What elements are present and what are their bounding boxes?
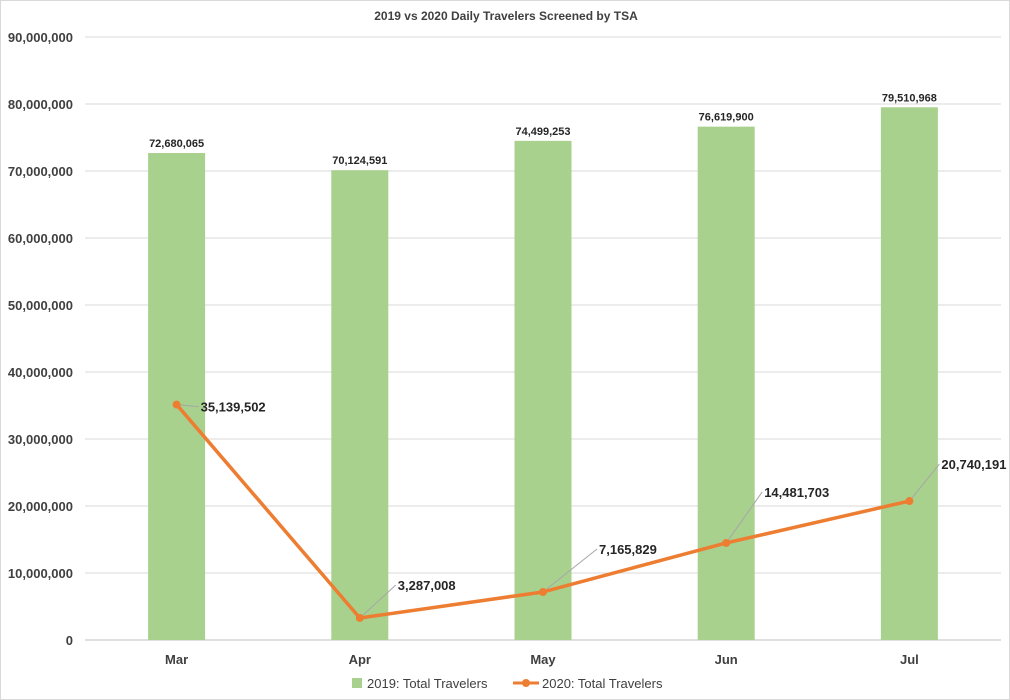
y-tick-label: 70,000,000	[8, 164, 73, 179]
line-point-2020	[905, 497, 914, 506]
line-data-label: 3,287,008	[398, 578, 456, 593]
y-tick-label: 30,000,000	[8, 432, 73, 447]
bar-2019	[514, 140, 572, 640]
leader-line	[909, 463, 940, 502]
bar-2019	[148, 153, 206, 640]
y-tick-label: 0	[66, 633, 73, 648]
x-tick-label: Apr	[349, 652, 371, 667]
bar-data-label: 76,619,900	[699, 112, 754, 124]
y-tick-label: 60,000,000	[8, 231, 73, 246]
bar-data-label: 79,510,968	[882, 92, 937, 104]
y-tick-label: 90,000,000	[8, 30, 73, 45]
bar-data-label: 72,680,065	[149, 138, 204, 150]
y-tick-label: 20,000,000	[8, 499, 73, 514]
leader-line	[359, 584, 397, 619]
line-point-2020	[172, 400, 181, 409]
x-tick-label: Jul	[900, 652, 919, 667]
x-tick-label: May	[530, 652, 556, 667]
legend-marker-2020	[522, 679, 530, 687]
y-tick-label: 50,000,000	[8, 298, 73, 313]
line-point-2020	[355, 613, 364, 622]
line-series-2020	[172, 400, 914, 622]
bar-series-2019	[148, 107, 938, 641]
line-point-2020	[722, 538, 731, 547]
legend: 2019: Total Travelers 2020: Total Travele…	[352, 676, 663, 691]
line-label-leaders	[176, 404, 940, 619]
line-data-labels: 35,139,502 3,287,008 7,165,829 14,481,703 20…	[201, 400, 1007, 593]
bar-data-label: 74,499,253	[515, 126, 570, 138]
x-axis-tick-labels: Mar Apr May Jun Jul	[165, 652, 919, 667]
y-tick-label: 40,000,000	[8, 365, 73, 380]
line-point-2020	[539, 587, 547, 596]
line-data-label: 14,481,703	[764, 485, 829, 500]
line-data-label: 20,740,191	[941, 457, 1006, 472]
leader-line	[725, 491, 763, 544]
legend-label-2019: 2019: Total Travelers	[367, 676, 488, 691]
legend-swatch-2019	[352, 678, 362, 688]
y-tick-label: 80,000,000	[8, 97, 73, 112]
bar-2019	[331, 170, 389, 641]
bar-2019	[697, 126, 755, 640]
y-axis-tick-labels: 0 10,000,000 20,000,000 30,000,000 40,000,00…	[8, 30, 73, 648]
leader-line	[542, 548, 598, 593]
y-tick-label: 10,000,000	[8, 566, 73, 581]
bar-data-label: 70,124,591	[332, 155, 387, 167]
x-tick-label: Jun	[715, 652, 738, 667]
bar-2019	[880, 107, 938, 641]
x-tick-label: Mar	[165, 652, 188, 667]
line-data-label: 35,139,502	[201, 400, 266, 415]
chart-title: 2019 vs 2020 Daily Travelers Screened by…	[374, 9, 638, 23]
bar-data-labels: 72,680,065 70,124,591 74,499,253 76,619,900…	[149, 92, 937, 167]
legend-label-2020: 2020: Total Travelers	[542, 676, 663, 691]
line-data-label: 7,165,829	[599, 542, 657, 557]
